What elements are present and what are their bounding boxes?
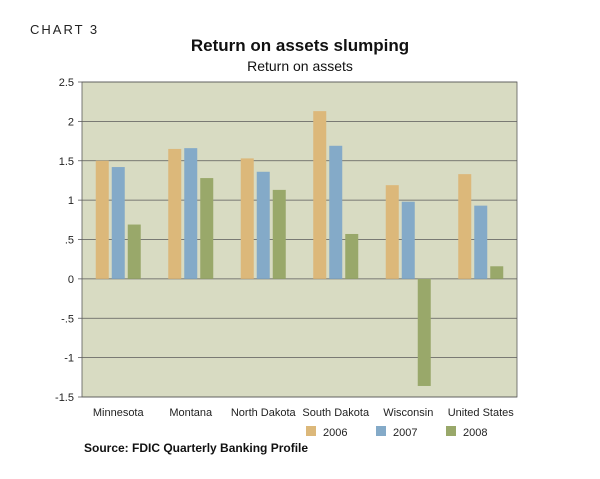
bar-united-states-2006 [458, 174, 472, 279]
legend-label-2008: 2008 [463, 427, 487, 439]
plot-border [81, 81, 518, 398]
legend-swatch-2006 [306, 426, 316, 436]
category-label: United States [448, 407, 515, 419]
category-label: South Dakota [302, 407, 370, 419]
y-tick-label: 0 [68, 274, 74, 286]
bar-montana-2006 [168, 148, 182, 279]
bar-south-dakota-2008 [345, 233, 359, 279]
bar-south-dakota-2006 [313, 111, 327, 279]
bar-wisconsin-2006 [385, 185, 399, 279]
legend-label-2007: 2007 [393, 427, 417, 439]
y-tick-label: 2.5 [59, 77, 74, 89]
bar-wisconsin-2008 [417, 278, 431, 386]
chart-title: Return on assets slumping [190, 36, 410, 55]
y-tick-label: .5 [65, 235, 74, 247]
bar-south-dakota-2007 [329, 145, 343, 279]
bar-minnesota-2007 [111, 167, 125, 279]
y-tick-label: -1.5 [55, 392, 74, 404]
y-tick-label: 1 [68, 195, 74, 207]
category-label: North Dakota [231, 407, 297, 419]
y-tick-label: -.5 [61, 313, 74, 325]
bar-montana-2008 [200, 178, 214, 279]
bar-montana-2007 [184, 148, 198, 279]
bar-north-dakota-2008 [272, 189, 286, 279]
y-tick-label: -1 [64, 353, 74, 365]
category-label: Wisconsin [383, 407, 433, 419]
chart-number-label: CHART 3 [30, 22, 100, 37]
legend-label-2006: 2006 [323, 427, 347, 439]
chart-source: Source: FDIC Quarterly Banking Profile [84, 441, 309, 455]
bar-north-dakota-2007 [256, 171, 270, 279]
category-label: Montana [169, 407, 213, 419]
y-tick-label: 1.5 [59, 156, 74, 168]
category-label: Minnesota [93, 407, 145, 419]
bar-wisconsin-2007 [401, 201, 415, 279]
chart-subtitle: Return on assets [247, 58, 353, 74]
legend-swatch-2007 [376, 426, 386, 436]
bar-united-states-2007 [474, 205, 488, 279]
y-tick-label: 2 [68, 116, 74, 128]
bar-minnesota-2006 [95, 160, 109, 279]
bar-north-dakota-2006 [240, 158, 254, 279]
bar-minnesota-2008 [127, 224, 141, 279]
legend-swatch-2008 [446, 426, 456, 436]
bar-united-states-2008 [490, 266, 504, 279]
